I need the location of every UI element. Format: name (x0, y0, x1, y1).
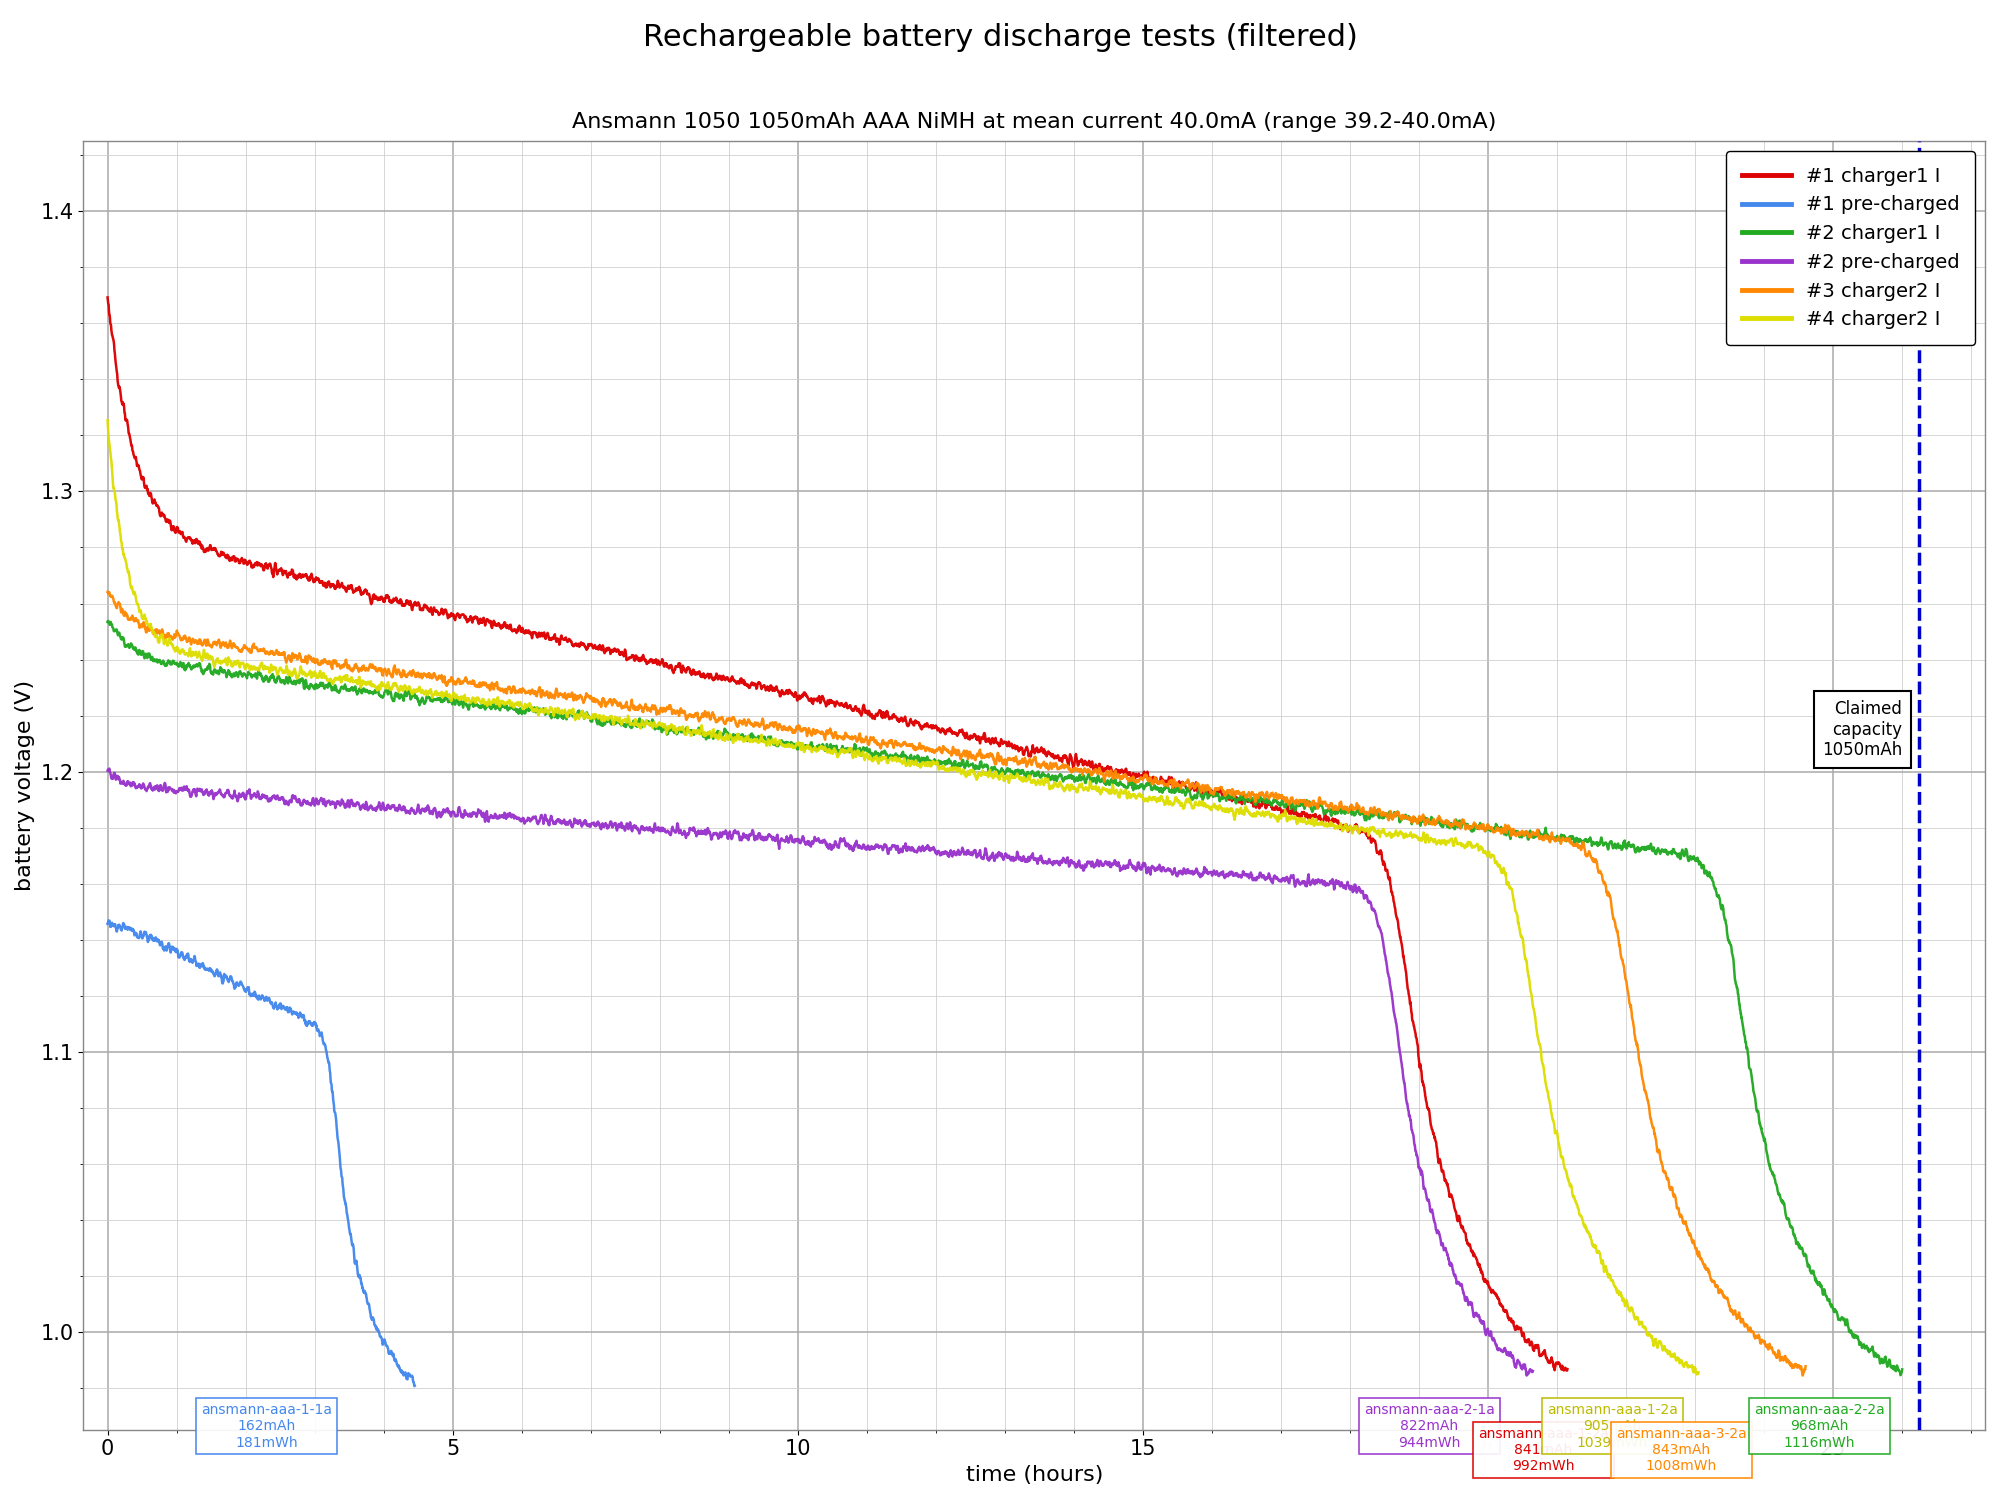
Text: ansmann-aaa-2-1a
822mAh
944mWh: ansmann-aaa-2-1a 822mAh 944mWh (1364, 1402, 1494, 1449)
Text: Rechargeable battery discharge tests (filtered): Rechargeable battery discharge tests (fi… (642, 22, 1358, 51)
X-axis label: time (hours): time (hours) (966, 1466, 1102, 1485)
Text: ansmann-aaa-1-2a
841mAh
992mWh: ansmann-aaa-1-2a 841mAh 992mWh (1478, 1426, 1608, 1473)
Text: ansmann-aaa-1-2a
905mAh
1039mWh: ansmann-aaa-1-2a 905mAh 1039mWh (1546, 1402, 1678, 1449)
Text: ansmann-aaa-2-2a
968mAh
1116mWh: ansmann-aaa-2-2a 968mAh 1116mWh (1754, 1402, 1884, 1449)
Legend: #1 charger1 I, #1 pre-charged, #2 charger1 I, #2 pre-charged, #3 charger2 I, #4 : #1 charger1 I, #1 pre-charged, #2 charge… (1726, 152, 1976, 345)
Text: Claimed
capacity
1050mAh: Claimed capacity 1050mAh (1822, 699, 1902, 759)
Text: ansmann-aaa-1-1a
162mAh
181mWh: ansmann-aaa-1-1a 162mAh 181mWh (200, 1402, 332, 1449)
Y-axis label: battery voltage (V): battery voltage (V) (14, 680, 34, 891)
Title: Ansmann 1050 1050mAh AAA NiMH at mean current 40.0mA (range 39.2-40.0mA): Ansmann 1050 1050mAh AAA NiMH at mean cu… (572, 111, 1496, 132)
Text: ansmann-aaa-3-2a
843mAh
1008mWh: ansmann-aaa-3-2a 843mAh 1008mWh (1616, 1426, 1746, 1473)
